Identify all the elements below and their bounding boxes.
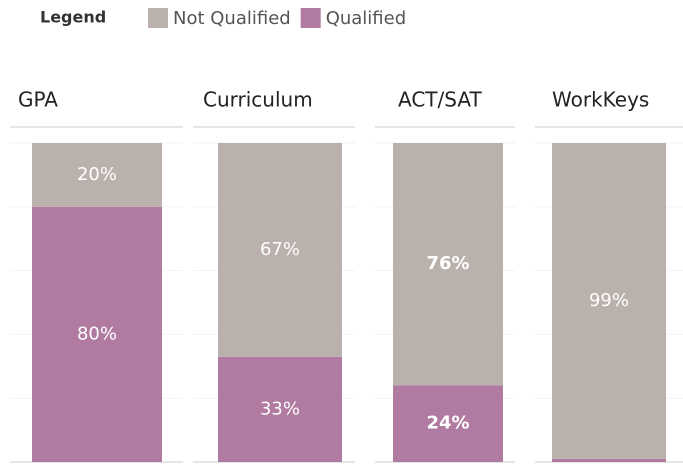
data-label: 20%	[77, 164, 117, 185]
bar-segment	[218, 143, 342, 357]
data-label: 67%	[260, 239, 300, 260]
data-label: 33%	[260, 398, 300, 419]
bar-segment	[32, 206, 162, 462]
data-label: 80%	[77, 323, 117, 344]
bar-segment	[393, 143, 503, 386]
bar-segment	[32, 143, 162, 207]
bar-segment	[552, 458, 666, 462]
legend-title: Legend	[40, 8, 106, 27]
legend-swatch	[300, 8, 321, 28]
data-label: 99%	[589, 290, 629, 311]
legend-label: Qualified	[326, 8, 406, 29]
data-label: 24%	[426, 413, 469, 434]
panel-header: WorkKeys	[552, 88, 649, 112]
data-label: 76%	[426, 253, 469, 274]
bar-segment	[552, 143, 666, 459]
bar-segment	[393, 385, 503, 462]
legend-label: Not Qualified	[173, 8, 291, 29]
panel-header: GPA	[18, 88, 58, 112]
panel-header: ACT/SAT	[398, 88, 482, 112]
panel-header: Curriculum	[203, 88, 313, 112]
legend-swatch	[148, 8, 168, 28]
bar-segment	[218, 356, 342, 462]
